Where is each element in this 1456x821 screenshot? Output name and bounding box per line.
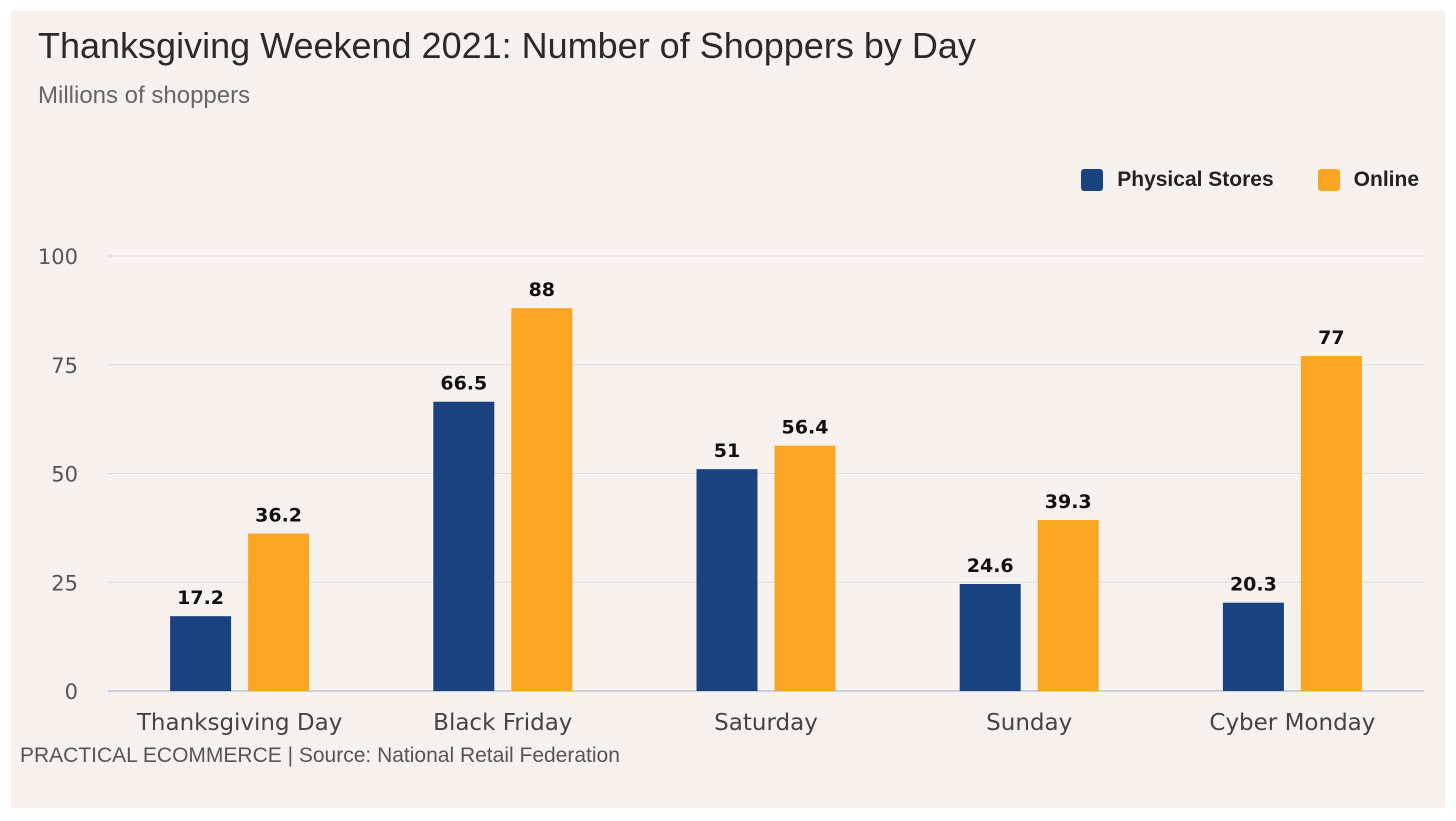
- data-label-online: 56.4: [782, 417, 829, 439]
- data-label-physical-stores: 17.2: [177, 587, 224, 609]
- legend-item-physical-stores: Physical Stores: [1081, 168, 1274, 192]
- bar-online: [774, 445, 836, 691]
- y-tick-label: 25: [51, 571, 78, 595]
- bar-online: [1037, 520, 1099, 691]
- bar-online: [1300, 356, 1362, 691]
- data-label-online: 39.3: [1045, 491, 1092, 513]
- y-tick-label: 100: [38, 245, 78, 269]
- x-tick-label: Thanksgiving Day: [136, 710, 343, 736]
- x-tick-label: Cyber Monday: [1209, 710, 1375, 736]
- y-tick-label: 75: [51, 354, 78, 378]
- chart-subtitle: Millions of shoppers: [38, 82, 251, 109]
- x-tick-label: Sunday: [986, 710, 1072, 736]
- legend-label-online: Online: [1353, 168, 1419, 191]
- data-label-online: 36.2: [255, 505, 302, 527]
- chart-title: Thanksgiving Weekend 2021: Number of Sho…: [38, 25, 976, 66]
- legend-label-physical-stores: Physical Stores: [1117, 168, 1274, 191]
- bar-physical-stores: [170, 616, 232, 691]
- y-tick-label: 50: [51, 463, 78, 487]
- bar-online: [511, 308, 573, 691]
- legend-item-online: Online: [1317, 168, 1419, 192]
- x-tick-label: Black Friday: [433, 710, 572, 736]
- data-label-online: 88: [529, 279, 555, 301]
- bar-online: [248, 533, 310, 691]
- bar-physical-stores: [959, 583, 1021, 691]
- source-footer: PRACTICAL ECOMMERCE | Source: National R…: [20, 744, 620, 767]
- data-label-physical-stores: 24.6: [967, 555, 1014, 577]
- bar-physical-stores: [1222, 602, 1284, 691]
- legend-swatch-physical-stores: [1081, 169, 1104, 191]
- data-label-physical-stores: 66.5: [440, 373, 487, 395]
- bar-physical-stores: [696, 469, 758, 691]
- data-label-physical-stores: 20.3: [1230, 574, 1277, 596]
- x-tick-label: Saturday: [714, 710, 818, 736]
- bar-physical-stores: [433, 401, 495, 691]
- legend-swatch-online: [1317, 169, 1340, 191]
- chart-legend: Physical Stores Online: [1037, 168, 1419, 192]
- data-label-online: 77: [1318, 327, 1344, 349]
- data-label-physical-stores: 51: [714, 440, 740, 462]
- y-tick-label: 0: [65, 680, 78, 704]
